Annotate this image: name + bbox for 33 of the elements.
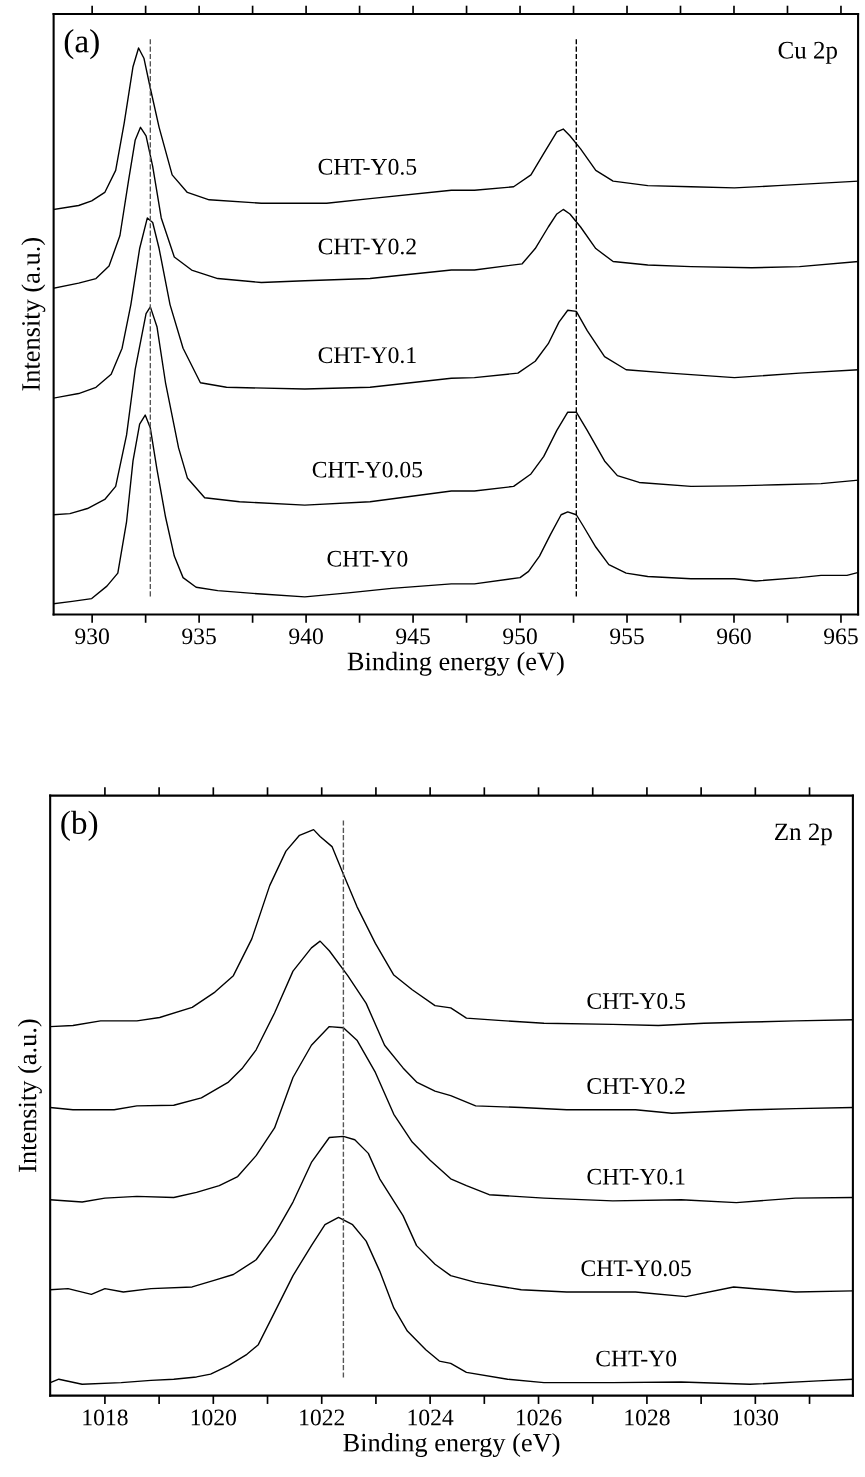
series-label: CHT-Y0: [596, 1350, 677, 1367]
x-tick-label: 1030: [733, 1409, 779, 1426]
series-label: CHT-Y0: [327, 550, 408, 567]
series-label: CHT-Y0.2: [318, 238, 416, 255]
x-tick-label: 1018: [83, 1409, 128, 1426]
x-tick-label: 950: [503, 628, 537, 645]
x-tick-label: 1024: [408, 1409, 454, 1426]
x-tick-label: 935: [182, 628, 216, 645]
x-tick-label: 1026: [516, 1409, 562, 1426]
x-tick-label: 945: [396, 628, 430, 645]
x-tick-label: 955: [610, 628, 644, 645]
x-tick-label: 965: [824, 628, 858, 645]
x-tick-label: 960: [717, 628, 751, 645]
annotation: Zn 2p: [775, 823, 832, 846]
x-axis-title: Binding energy (eV): [347, 651, 564, 676]
annotation: (b): [61, 810, 98, 841]
x-tick-label: 1028: [625, 1409, 670, 1426]
x-tick-label: 1022: [300, 1409, 345, 1426]
series-label: CHT-Y0.2: [587, 1078, 685, 1095]
x-tick-label: 940: [289, 628, 323, 645]
series-label: CHT-Y0.1: [318, 347, 416, 364]
y-axis-title: Intensity (a.u.): [17, 1019, 42, 1172]
series-label: CHT-Y0.05: [581, 1260, 691, 1277]
series-label: CHT-Y0.1: [587, 1168, 685, 1185]
series-label: CHT-Y0.5: [318, 158, 417, 175]
annotation: Cu 2p: [778, 41, 837, 64]
x-tick-label: 1020: [191, 1409, 237, 1426]
y-axis-title: Intensity (a.u.): [21, 238, 46, 391]
x-tick-label: 930: [75, 628, 109, 645]
x-axis-title: Binding energy (eV): [343, 1433, 560, 1458]
series-label: CHT-Y0.5: [587, 993, 685, 1010]
annotation: (a): [64, 29, 99, 60]
series-label: CHT-Y0.05: [312, 461, 423, 478]
